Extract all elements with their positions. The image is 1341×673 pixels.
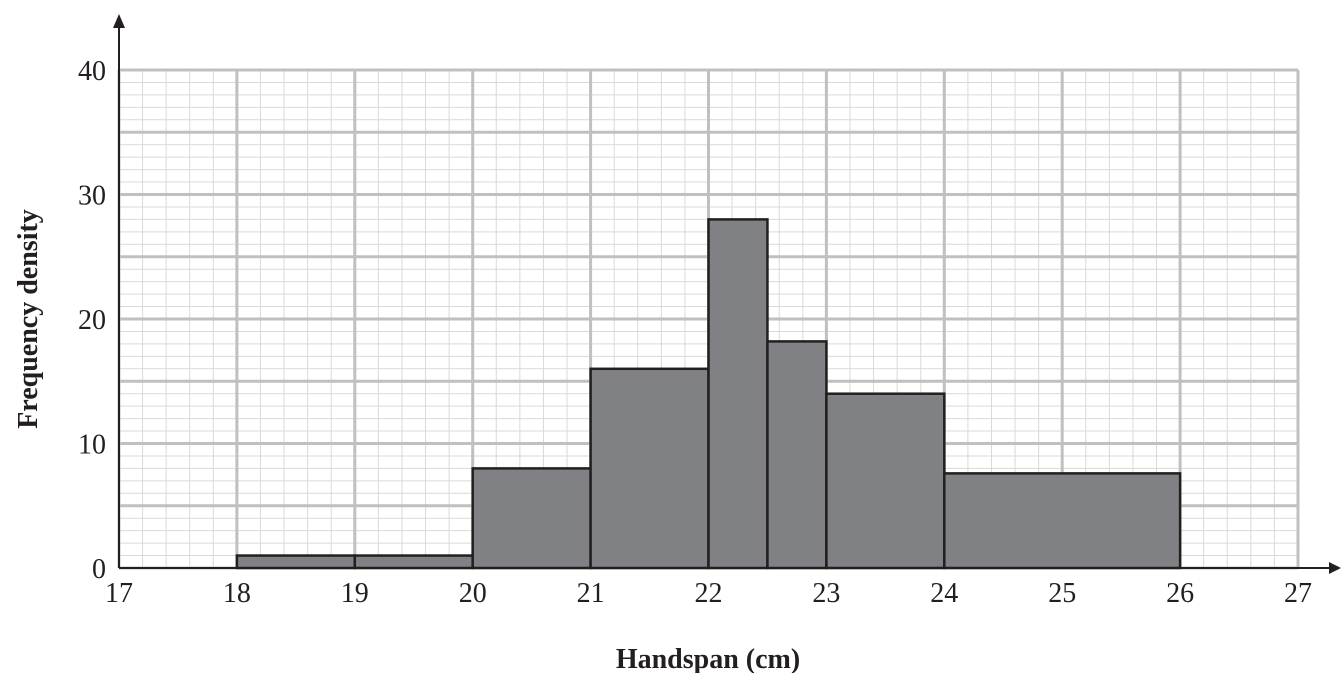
x-tick-label: 26 [1166, 578, 1194, 609]
histogram-bar [235, 554, 357, 570]
y-tick-label: 10 [78, 430, 106, 461]
x-tick-label: 18 [223, 578, 251, 609]
x-tick-label: 23 [812, 578, 840, 609]
y-axis-title: Frequency density [13, 209, 44, 429]
histogram-bar [589, 367, 710, 570]
x-axis-arrow-icon [1329, 562, 1341, 574]
y-tick-label: 20 [78, 305, 106, 336]
x-tick-label: 22 [695, 578, 723, 609]
y-axis-arrow-icon [113, 14, 125, 28]
histogram-bars [235, 218, 1182, 570]
y-tick-label: 30 [78, 181, 106, 212]
x-tick-label: 19 [341, 578, 369, 609]
x-tick-label: 20 [459, 578, 487, 609]
histogram-bar [353, 554, 474, 570]
x-tick-label: 21 [577, 578, 605, 609]
y-tick-label: 0 [92, 554, 106, 585]
x-axis-title: Handspan (cm) [616, 644, 800, 673]
histogram-bar [766, 340, 828, 570]
histogram-bar [943, 472, 1182, 570]
histogram-bar [471, 467, 592, 570]
y-tick-label: 40 [78, 56, 106, 87]
x-tick-label: 25 [1048, 578, 1076, 609]
x-tick-labels: 17 18 19 20 21 22 23 24 25 26 27 [105, 578, 1312, 609]
x-tick-label: 24 [930, 578, 958, 609]
y-tick-labels: 0 10 20 30 40 [78, 56, 106, 585]
axes [113, 14, 1341, 574]
histogram-bar [825, 392, 946, 570]
histogram-bar [707, 218, 769, 570]
x-tick-label: 27 [1284, 578, 1312, 609]
x-tick-label: 17 [105, 578, 133, 609]
